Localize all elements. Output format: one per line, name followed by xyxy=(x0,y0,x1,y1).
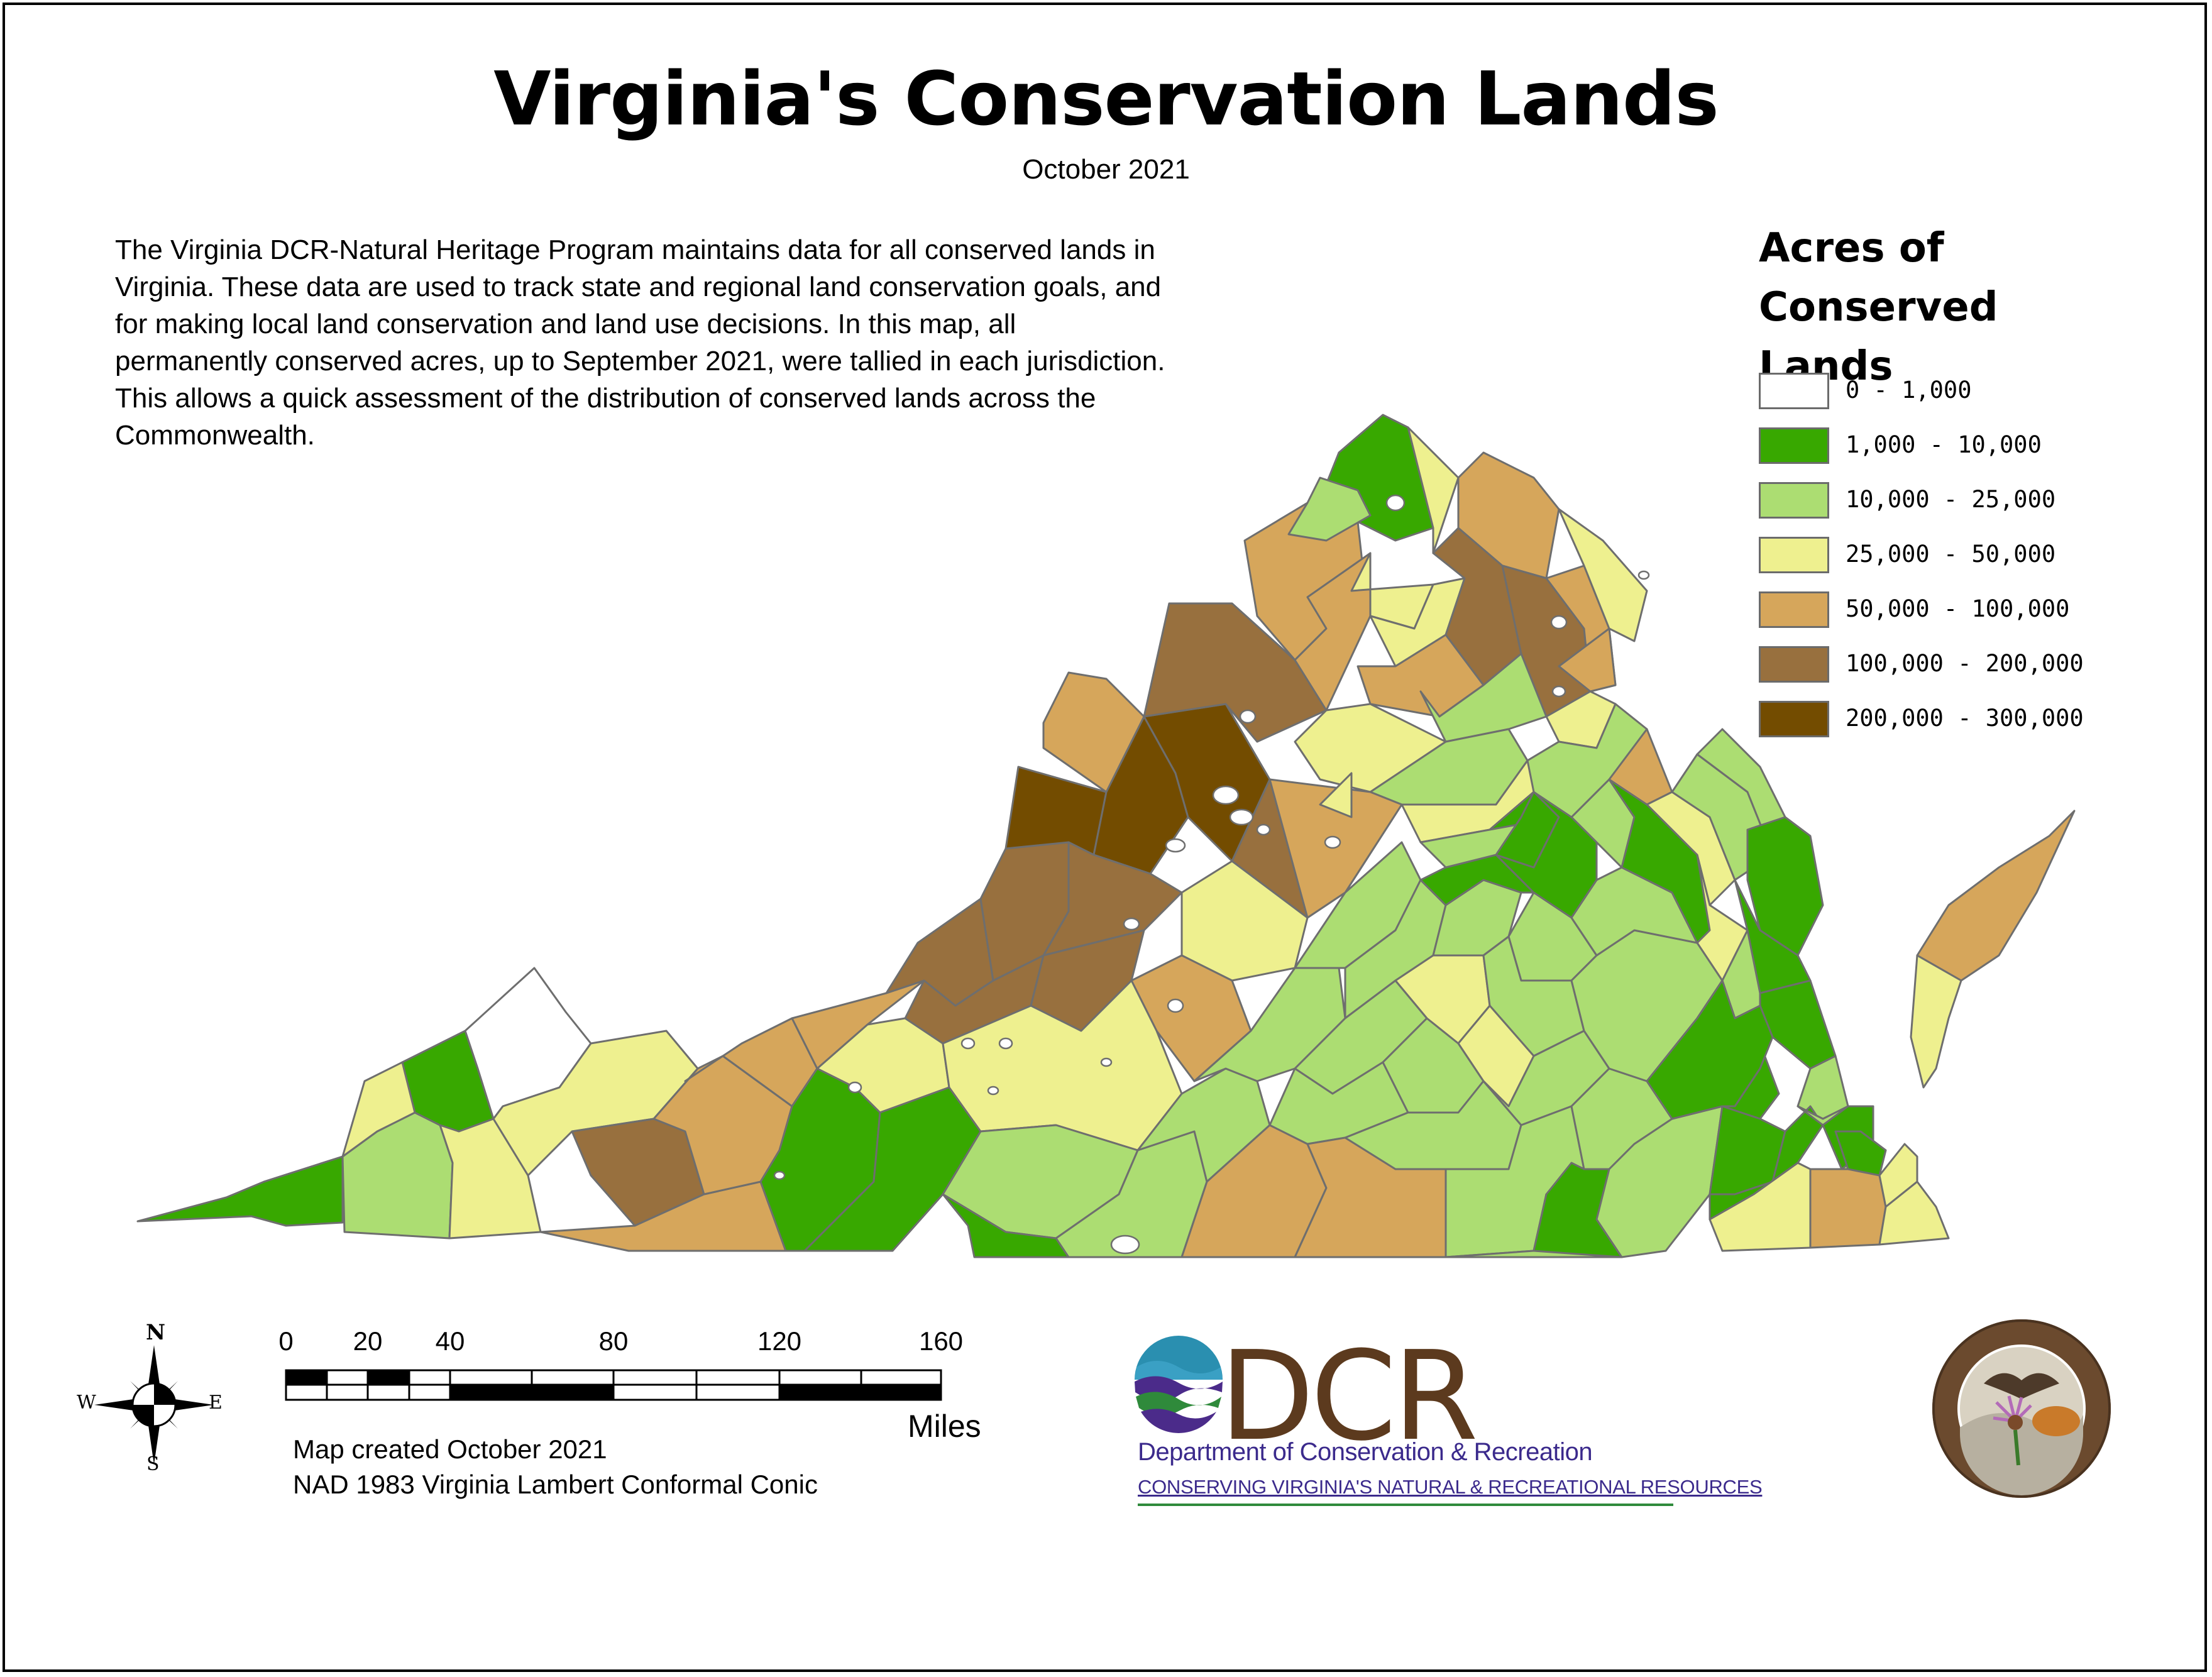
county-region xyxy=(1268,778,1403,919)
dcr-tagline: CONSERVING VIRGINIA'S NATURAL & RECREATI… xyxy=(1138,1476,1763,1498)
legend-swatch xyxy=(1759,537,1829,573)
map-description: The Virginia DCR-Natural Heritage Progra… xyxy=(115,231,1309,454)
county-region xyxy=(791,979,925,1070)
independent-city xyxy=(1229,808,1254,826)
legend-label: 0 - 1,000 xyxy=(1846,377,1972,404)
independent-city xyxy=(960,1037,976,1050)
description-line: for making local land conservation and l… xyxy=(115,309,1016,339)
county-region xyxy=(1878,1143,1918,1208)
legend-label: 200,000 - 300,000 xyxy=(1846,705,2084,732)
scale-tick-label: 160 xyxy=(918,1326,964,1356)
legend-swatch xyxy=(1759,591,1829,628)
independent-city xyxy=(987,1086,999,1096)
county-region xyxy=(1809,1168,1887,1249)
independent-city xyxy=(1239,709,1257,724)
compass-north-label: N xyxy=(146,1320,166,1345)
county-region xyxy=(439,1118,542,1240)
legend-label: 100,000 - 200,000 xyxy=(1846,650,2084,677)
compass-west-label: W xyxy=(77,1392,96,1414)
dcr-logo-text: DCR xyxy=(1219,1325,1478,1468)
county-region xyxy=(1878,1180,1950,1246)
legend-swatch xyxy=(1759,482,1829,519)
county-region xyxy=(1834,1130,1887,1177)
legend-swatch xyxy=(1759,646,1829,683)
county-region xyxy=(1910,954,1962,1089)
description-line: This allows a quick assessment of the di… xyxy=(115,383,1096,414)
independent-city xyxy=(1167,998,1184,1013)
county-region xyxy=(492,1030,699,1177)
independent-city xyxy=(1551,685,1566,698)
legend-item: 1,000 - 10,000 xyxy=(1759,427,2136,466)
legend-item: 200,000 - 300,000 xyxy=(1759,701,2136,740)
county-region xyxy=(1916,810,2076,982)
independent-city xyxy=(1637,570,1650,580)
county-region xyxy=(1558,508,1648,642)
county-region xyxy=(1709,1162,1812,1252)
scale-tick-label: 0 xyxy=(278,1326,294,1356)
county-region xyxy=(1287,476,1372,542)
independent-city xyxy=(1385,494,1406,512)
legend-item: 50,000 - 100,000 xyxy=(1759,591,2136,630)
credit-date: Map created October 2021 xyxy=(293,1434,607,1464)
legend-label: 1,000 - 10,000 xyxy=(1846,431,2042,458)
legend-label: 25,000 - 50,000 xyxy=(1846,541,2056,568)
county-region xyxy=(1143,602,1328,743)
independent-city xyxy=(773,1170,786,1180)
independent-city xyxy=(847,1081,862,1094)
independent-city xyxy=(998,1037,1013,1050)
compass-east-label: E xyxy=(209,1392,223,1414)
county-region xyxy=(1746,816,1824,957)
independent-city xyxy=(1212,785,1240,805)
description-line: Virginia. These data are used to track s… xyxy=(115,272,1162,302)
scale-bar xyxy=(285,1369,942,1401)
legend-item: 0 - 1,000 xyxy=(1759,373,2136,412)
map-title: Virginia's Conservation Lands xyxy=(493,55,1719,142)
county-region xyxy=(1759,979,1837,1070)
dcr-logo-icon xyxy=(1135,1336,1223,1433)
legend-swatch xyxy=(1759,427,1829,464)
county-region xyxy=(341,1061,416,1158)
independent-city xyxy=(1550,615,1568,630)
dcr-department-name: Department of Conservation & Recreation xyxy=(1138,1438,1593,1466)
scale-tick-label: 120 xyxy=(757,1326,802,1356)
natural-heritage-seal-icon xyxy=(1932,1319,2111,1498)
map-legend: Acres of Conserved Lands 0 - 1,000 1,000 … xyxy=(1759,219,2174,737)
map-frame xyxy=(3,3,2207,1672)
county-region xyxy=(1646,979,1774,1120)
description-line: permanently conserved acres, up to Septe… xyxy=(115,346,1165,377)
legend-swatch xyxy=(1759,701,1829,737)
county-region xyxy=(1136,1067,1271,1183)
scale-tick-label: 20 xyxy=(353,1326,383,1356)
county-region xyxy=(1558,627,1617,693)
scale-tick-label: 40 xyxy=(435,1326,465,1356)
legend-label: 50,000 - 100,000 xyxy=(1846,595,2070,622)
description-line: Commonwealth. xyxy=(115,420,315,451)
county-region xyxy=(1319,772,1353,818)
map-subtitle: October 2021 xyxy=(1022,154,1190,185)
legend-item: 25,000 - 50,000 xyxy=(1759,537,2136,576)
independent-city xyxy=(1256,823,1271,836)
independent-city xyxy=(1123,917,1140,931)
independent-city xyxy=(1110,1234,1140,1255)
legend-swatch xyxy=(1759,373,1829,409)
legend-item: 10,000 - 25,000 xyxy=(1759,482,2136,521)
dcr-underline xyxy=(1138,1504,1673,1506)
legend-title: Acres of Conserved xyxy=(1759,225,1998,331)
credit-projection: NAD 1983 Virginia Lambert Conformal Coni… xyxy=(293,1470,818,1499)
legend-label: 10,000 - 25,000 xyxy=(1846,486,2056,513)
county-region xyxy=(1495,791,1560,869)
legend-item: 100,000 - 200,000 xyxy=(1759,646,2136,685)
independent-city xyxy=(1100,1057,1113,1067)
independent-city xyxy=(1324,835,1341,849)
scale-unit-label: Miles xyxy=(908,1409,981,1444)
compass-south-label: S xyxy=(146,1453,160,1475)
independent-city xyxy=(1165,838,1186,853)
scale-tick-label: 80 xyxy=(598,1326,629,1356)
compass-rose-icon xyxy=(94,1345,214,1465)
description-line: The Virginia DCR-Natural Heritage Progra… xyxy=(115,234,1155,265)
